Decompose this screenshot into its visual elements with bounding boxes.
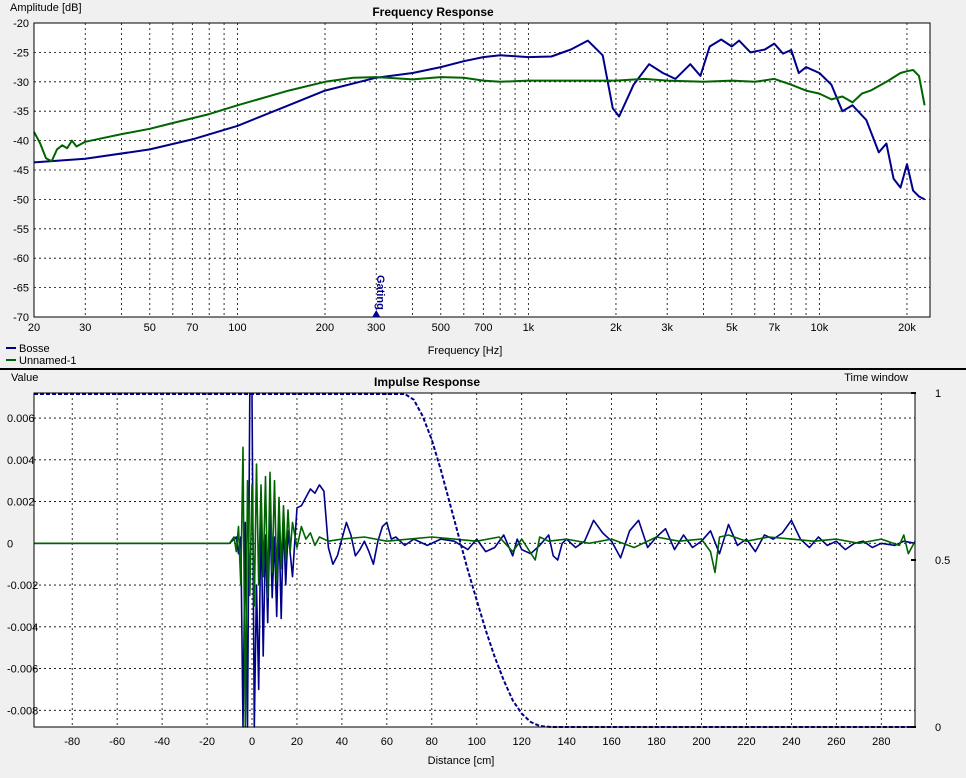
time-window-tick-label: 0.5 [935, 555, 950, 567]
impulse-series-time-window [34, 393, 915, 728]
impulse-y-tick-label: 0 [7, 538, 13, 550]
frequency-x-tick-label: 3k [661, 322, 673, 334]
frequency-x-tick-label: 70 [186, 322, 198, 334]
impulse-x-tick-label: -60 [109, 736, 125, 748]
impulse-y-tick-label: -0.006 [7, 664, 38, 676]
frequency-series-bosse [33, 38, 926, 201]
frequency-y-tick-label: -65 [13, 283, 29, 295]
impulse-y-tick-label: -0.008 [7, 705, 38, 717]
time-window-y-ticks: 10.50 [911, 388, 950, 734]
frequency-chart-title: Frequency Response [372, 5, 494, 19]
impulse-y-tick-label: 0.002 [7, 497, 35, 509]
gating-label: Gating [374, 275, 386, 310]
impulse-x-ticks: -80 -60 -40 -20 0 20 40 60 80 100 120 140 160 180 200 2… [64, 736, 890, 748]
impulse-x-tick-label: 180 [647, 736, 665, 748]
impulse-x-tick-label: 0 [249, 736, 255, 748]
frequency-x-tick-label: 7k [768, 322, 780, 334]
impulse-x-tick-label: 220 [737, 736, 755, 748]
frequency-x-tick-label: 1k [523, 322, 535, 334]
impulse-x-tick-label: 20 [291, 736, 303, 748]
frequency-x-tick-label: 50 [144, 322, 156, 334]
frequency-y-axis-label: Amplitude [dB] [10, 2, 82, 14]
frequency-x-tick-label: 700 [474, 322, 492, 334]
impulse-x-tick-label: 280 [872, 736, 890, 748]
impulse-x-tick-label: 100 [468, 736, 486, 748]
impulse-series-unnamed-1 [34, 446, 916, 728]
time-window-tick-label: 1 [935, 388, 941, 400]
impulse-series-group [34, 393, 916, 728]
impulse-x-tick-label: 160 [602, 736, 620, 748]
impulse-x-tick-label: -20 [199, 736, 215, 748]
impulse-y-ticks: 0.006 0.004 0.002 0 -0.002 -0.004 -0.006 -0.008 [7, 413, 38, 717]
frequency-y-tick-label: -25 [13, 47, 29, 59]
impulse-x-tick-label: 260 [827, 736, 845, 748]
time-window-axis-label: Time window [844, 372, 908, 384]
gating-arrow-icon [372, 310, 381, 317]
frequency-x-tick-label: 300 [367, 322, 385, 334]
impulse-x-tick-label: 140 [557, 736, 575, 748]
frequency-response-chart: -20 -25 -30 -35 -40 -45 -50 -55 -60 -65 -70 20 30 50… [10, 2, 931, 357]
legend-item-unnamed-1[interactable]: Unnamed-1 [6, 355, 76, 367]
frequency-y-tick-label: -55 [13, 224, 29, 236]
time-window-tick-label: 0 [935, 722, 941, 734]
impulse-chart-title: Impulse Response [374, 375, 480, 389]
frequency-x-axis-label: Frequency [Hz] [428, 345, 503, 357]
impulse-grid [34, 393, 915, 727]
frequency-y-ticks: -20 -25 -30 -35 -40 -45 -50 -55 -60 -65 -70 [13, 18, 29, 324]
frequency-y-tick-label: -50 [13, 194, 29, 206]
frequency-x-tick-label: 10k [810, 322, 828, 334]
impulse-y-tick-label: 0.004 [7, 455, 35, 467]
impulse-plot-area [34, 393, 915, 727]
frequency-x-tick-label: 5k [726, 322, 738, 334]
legend-label-bosse: Bosse [19, 343, 50, 355]
frequency-x-tick-label: 20 [28, 322, 40, 334]
frequency-y-tick-label: -35 [13, 106, 29, 118]
legend-label-unnamed-1: Unnamed-1 [19, 355, 76, 367]
frequency-x-tick-label: 500 [432, 322, 450, 334]
frequency-series-group [33, 38, 926, 201]
impulse-y-tick-label: -0.002 [7, 580, 38, 592]
frequency-x-tick-label: 30 [79, 322, 91, 334]
frequency-plot-frame [33, 22, 931, 318]
impulse-x-tick-label: 120 [513, 736, 531, 748]
impulse-y-axis-label: Value [11, 372, 38, 384]
impulse-x-tick-label: 200 [692, 736, 710, 748]
frequency-x-tick-label: 100 [228, 322, 246, 334]
impulse-x-tick-label: 80 [426, 736, 438, 748]
frequency-y-tick-label: -30 [13, 77, 29, 89]
frequency-y-tick-label: -40 [13, 136, 29, 148]
impulse-x-tick-label: 240 [782, 736, 800, 748]
impulse-y-tick-label: -0.004 [7, 622, 38, 634]
frequency-x-tick-label: 200 [316, 322, 334, 334]
frequency-y-tick-label: -20 [13, 18, 29, 30]
impulse-y-tick-label: 0.006 [7, 413, 35, 425]
frequency-y-tick-label: -60 [13, 253, 29, 265]
frequency-x-tick-label: 20k [898, 322, 916, 334]
legend-item-bosse[interactable]: Bosse [6, 343, 50, 355]
gating-marker[interactable]: Gating [372, 275, 386, 317]
impulse-response-chart: 0.006 0.004 0.002 0 -0.002 -0.004 -0.006 -0.008… [7, 372, 950, 767]
impulse-x-tick-label: -40 [154, 736, 170, 748]
frequency-x-ticks: 20 30 50 70 100 200 300 500 700 1k 2k 3k 5k 7k 10k 20k [28, 322, 916, 334]
frequency-y-tick-label: -45 [13, 165, 29, 177]
impulse-x-tick-label: -80 [64, 736, 80, 748]
legend: Bosse Unnamed-1 [6, 343, 76, 367]
impulse-x-tick-label: 40 [336, 736, 348, 748]
impulse-x-axis-label: Distance [cm] [428, 755, 495, 767]
impulse-x-tick-label: 60 [381, 736, 393, 748]
frequency-y-tick-label: -70 [13, 312, 29, 324]
frequency-series-unnamed-1 [33, 69, 926, 163]
frequency-x-tick-label: 2k [610, 322, 622, 334]
